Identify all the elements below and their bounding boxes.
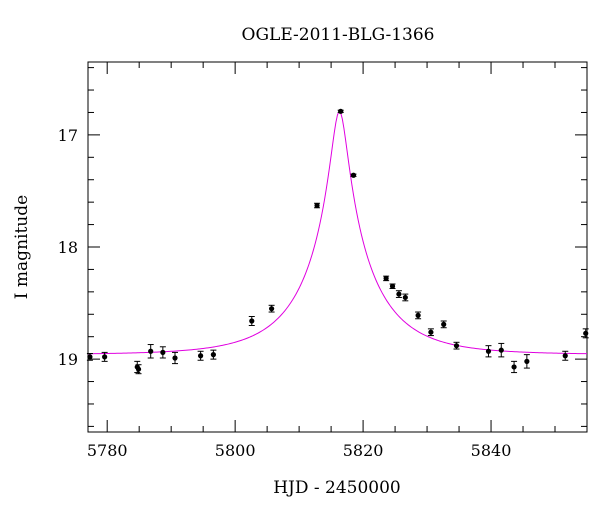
data-point bbox=[101, 351, 108, 362]
data-point bbox=[147, 344, 154, 359]
tick-labels: 5780 5800 5820 5840 17 18 19 bbox=[58, 126, 512, 460]
data-marker bbox=[453, 343, 460, 349]
data-marker bbox=[511, 364, 517, 370]
data-marker bbox=[210, 352, 216, 358]
data-point bbox=[440, 320, 447, 329]
data-marker bbox=[441, 321, 447, 327]
data-point bbox=[135, 364, 142, 375]
data-point bbox=[523, 354, 530, 369]
data-point bbox=[389, 283, 396, 289]
plot-area-frame bbox=[87, 61, 588, 433]
data-marker bbox=[428, 329, 434, 335]
data-point bbox=[159, 346, 166, 359]
data-point bbox=[395, 290, 402, 298]
data-marker bbox=[485, 348, 492, 354]
y-tick-label: 17 bbox=[58, 126, 78, 145]
data-point bbox=[402, 293, 409, 302]
data-point bbox=[86, 353, 93, 361]
data-point bbox=[562, 350, 569, 361]
data-marker bbox=[498, 347, 504, 353]
x-tick-label: 5820 bbox=[343, 441, 384, 460]
data-point bbox=[337, 108, 344, 114]
axis-ticks bbox=[88, 62, 588, 432]
x-axis-label: HJD - 2450000 bbox=[273, 478, 401, 498]
data-marker bbox=[583, 330, 589, 336]
data-marker bbox=[562, 353, 568, 359]
y-tick-label: 18 bbox=[58, 238, 78, 257]
data-marker bbox=[314, 202, 320, 209]
data-marker bbox=[148, 348, 154, 354]
data-point bbox=[453, 341, 460, 350]
data-point bbox=[511, 360, 518, 374]
y-tick-label: 19 bbox=[58, 350, 78, 369]
data-marker bbox=[197, 353, 204, 359]
data-marker bbox=[102, 354, 108, 360]
model-curve bbox=[87, 110, 588, 355]
data-point bbox=[383, 275, 390, 282]
chart-title: OGLE-2011-BLG-1366 bbox=[242, 25, 435, 45]
data-marker bbox=[249, 318, 255, 324]
data-marker bbox=[389, 283, 396, 289]
data-point bbox=[314, 202, 321, 209]
data-marker bbox=[524, 358, 530, 364]
data-marker bbox=[269, 306, 275, 312]
data-point bbox=[350, 172, 357, 178]
data-marker bbox=[87, 354, 93, 360]
data-marker bbox=[160, 349, 166, 355]
data-marker bbox=[172, 355, 178, 361]
data-marker bbox=[135, 366, 142, 372]
data-point bbox=[485, 345, 492, 358]
data-points bbox=[86, 108, 589, 375]
data-marker bbox=[350, 172, 357, 178]
data-point bbox=[268, 304, 275, 313]
x-tick-label: 5800 bbox=[215, 441, 256, 460]
data-marker bbox=[415, 312, 421, 318]
data-point bbox=[248, 316, 255, 326]
data-point bbox=[582, 328, 589, 339]
data-point bbox=[427, 328, 434, 337]
data-point bbox=[210, 349, 217, 360]
data-point bbox=[197, 350, 204, 361]
data-point bbox=[415, 311, 422, 320]
x-tick-label: 5780 bbox=[87, 441, 128, 460]
data-marker bbox=[338, 108, 344, 114]
y-axis-label: I magnitude bbox=[12, 195, 32, 299]
plot-frame bbox=[87, 61, 588, 433]
model-curve-group bbox=[87, 110, 588, 355]
x-tick-label: 5840 bbox=[471, 441, 512, 460]
data-point bbox=[172, 351, 179, 365]
data-point bbox=[498, 342, 505, 358]
data-marker bbox=[396, 291, 402, 297]
data-marker bbox=[402, 294, 408, 301]
data-marker bbox=[383, 275, 389, 281]
